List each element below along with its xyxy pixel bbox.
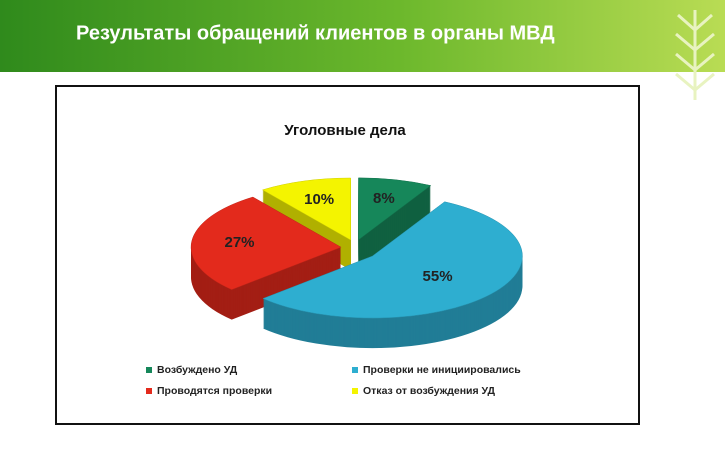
header-title: Результаты обращений клиентов в органы М… xyxy=(76,22,555,44)
pie-slice xyxy=(358,177,432,241)
legend-swatch xyxy=(146,388,152,394)
legend-label: Возбуждено УД xyxy=(157,364,238,376)
pie-slice xyxy=(262,201,523,319)
legend-swatch xyxy=(352,367,358,373)
header-band xyxy=(0,0,725,72)
chart-title: Уголовные дела xyxy=(284,122,406,139)
legend-label: Проверки не инициировались xyxy=(363,364,521,376)
legend-label: Проводятся проверки xyxy=(157,385,272,397)
pie-slice xyxy=(190,196,342,290)
data-label: 8% xyxy=(373,190,395,207)
legend-swatch xyxy=(146,367,152,373)
pie-chart: 8% 55% 27% 10% Возбуждено УД Проверки не иниц… xyxy=(146,177,523,397)
legend-label: Отказ от возбуждения УД xyxy=(363,385,496,397)
legend-swatch xyxy=(352,388,358,394)
data-label: 27% xyxy=(224,234,254,251)
data-label: 55% xyxy=(423,268,453,285)
logo xyxy=(675,10,715,100)
data-label: 10% xyxy=(304,191,334,208)
pie-slice xyxy=(261,177,351,241)
